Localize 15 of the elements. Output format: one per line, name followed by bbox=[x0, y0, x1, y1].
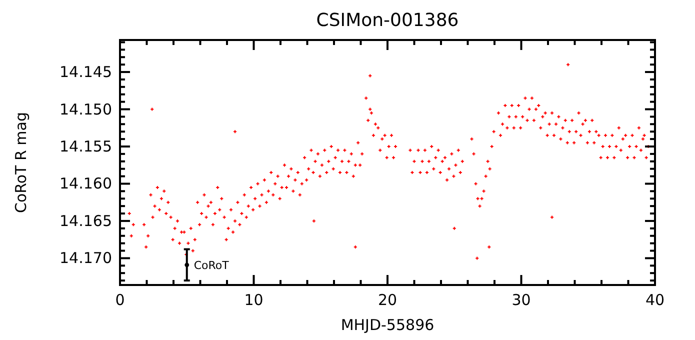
chart-title: CSIMon-001386 bbox=[316, 10, 459, 31]
y-tick-label: 14.170 bbox=[60, 249, 112, 268]
y-axis-title: CoRoT R mag bbox=[12, 112, 30, 214]
y-tick-label: 14.165 bbox=[60, 212, 112, 230]
y-tick-label: 14.145 bbox=[60, 63, 112, 82]
x-axis-title: MHJD-55896 bbox=[340, 316, 434, 334]
x-tick-label: 20 bbox=[378, 291, 398, 309]
x-tick-label: 10 bbox=[244, 291, 264, 309]
y-tick-label: 14.160 bbox=[60, 174, 112, 193]
y-tick-label: 14.155 bbox=[60, 137, 112, 156]
x-tick-label: 0 bbox=[115, 291, 125, 309]
y-tick-label: 14.150 bbox=[60, 100, 112, 118]
series-label: CoRoT bbox=[194, 258, 230, 272]
x-tick-label: 30 bbox=[512, 291, 531, 309]
x-tick-label: 40 bbox=[645, 291, 665, 309]
